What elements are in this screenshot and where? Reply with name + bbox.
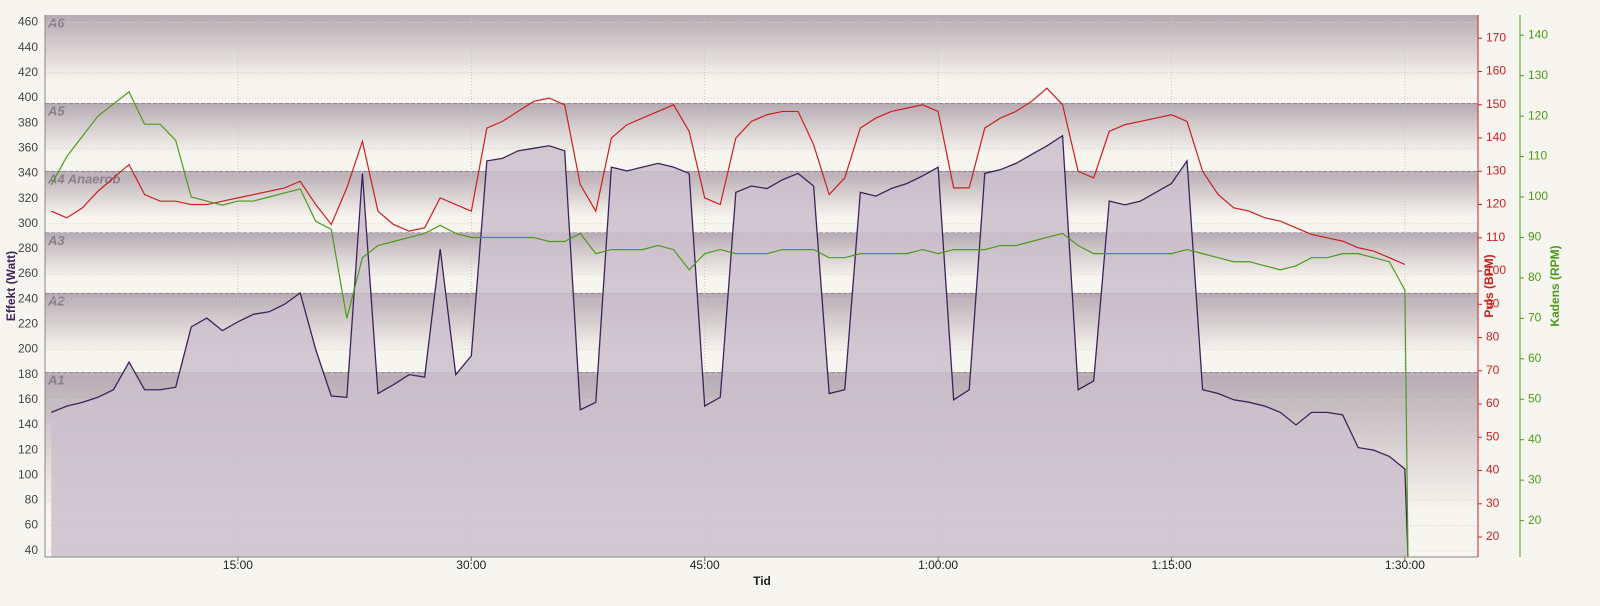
y2-tick-label: 70 bbox=[1486, 363, 1500, 377]
zone-label: A3 bbox=[47, 233, 65, 248]
y3-tick-label: 110 bbox=[1528, 149, 1547, 163]
y3-tick-label: 120 bbox=[1528, 108, 1548, 122]
y2-tick-label: 80 bbox=[1486, 330, 1500, 344]
y-tick-label: 380 bbox=[18, 115, 38, 129]
y-tick-label: 80 bbox=[25, 493, 39, 507]
y3-tick-label: 140 bbox=[1528, 27, 1548, 41]
y-tick-label: 60 bbox=[25, 518, 39, 532]
y-tick-label: 320 bbox=[18, 191, 38, 205]
y3-tick-label: 40 bbox=[1528, 432, 1542, 446]
y3-tick-label: 80 bbox=[1528, 270, 1542, 284]
y2-tick-label: 110 bbox=[1486, 230, 1505, 244]
zone-band bbox=[45, 15, 1478, 104]
marks bbox=[50, 87, 1409, 558]
axes: 40 60 80 100 120 140 160 180 200 220 240 260 280 300 3… bbox=[18, 15, 1548, 572]
y2-tick-label: 130 bbox=[1486, 163, 1506, 177]
cadence-line bbox=[50, 90, 1409, 558]
y-tick-label: 100 bbox=[18, 467, 38, 481]
y2-tick-label: 170 bbox=[1486, 30, 1506, 44]
zone-label: A1 bbox=[47, 373, 65, 388]
y2-tick-label: 150 bbox=[1486, 97, 1506, 111]
y3-tick-label: 60 bbox=[1528, 351, 1542, 365]
x-tick-label: 1:00:00 bbox=[918, 558, 958, 572]
y-tick-label: 220 bbox=[18, 317, 38, 331]
y2-tick-label: 60 bbox=[1486, 396, 1500, 410]
zone-band bbox=[45, 103, 1478, 171]
y-tick-label: 260 bbox=[18, 266, 38, 280]
x-tick-label: 45:00 bbox=[690, 558, 720, 572]
y-tick-label: 400 bbox=[18, 90, 38, 104]
zone-label: A4 Anaerob bbox=[47, 171, 121, 186]
y3-tick-label: 130 bbox=[1528, 68, 1548, 82]
y3-tick-label: 20 bbox=[1528, 513, 1542, 527]
y-tick-label: 140 bbox=[18, 417, 38, 431]
y-tick-label: 460 bbox=[18, 15, 38, 29]
x-tick-label: 30:00 bbox=[456, 558, 486, 572]
y2-tick-label: 90 bbox=[1486, 296, 1500, 310]
y-tick-label: 340 bbox=[18, 166, 38, 180]
y-tick-label: 200 bbox=[18, 342, 38, 356]
y2-tick-label: 100 bbox=[1486, 263, 1506, 277]
y-tick-label: 440 bbox=[18, 40, 38, 54]
y-tick-label: 280 bbox=[18, 241, 38, 255]
y2-tick-label: 20 bbox=[1486, 529, 1500, 543]
y-axis-label: Effekt (Watt) bbox=[4, 251, 18, 321]
y-tick-label: 360 bbox=[18, 140, 38, 154]
power-line bbox=[50, 134, 1409, 558]
zone-label: A6 bbox=[47, 15, 65, 30]
y-tick-label: 180 bbox=[18, 367, 38, 381]
x-tick-label: 1:30:00 bbox=[1385, 558, 1425, 572]
x-tick-label: 1:15:00 bbox=[1151, 558, 1191, 572]
y-tick-label: 120 bbox=[18, 442, 38, 456]
y2-tick-label: 140 bbox=[1486, 130, 1506, 144]
y-tick-label: 40 bbox=[25, 543, 39, 557]
y-tick-label: 160 bbox=[18, 392, 38, 406]
y3-tick-label: 30 bbox=[1528, 472, 1542, 486]
y3-axis-label: Kadens (RPM) bbox=[1548, 245, 1562, 326]
y2-tick-label: 50 bbox=[1486, 429, 1500, 443]
x-axis-label: Tid bbox=[753, 574, 771, 588]
y3-tick-label: 50 bbox=[1528, 391, 1542, 405]
y2-tick-label: 40 bbox=[1486, 463, 1500, 477]
heart-rate-line bbox=[50, 87, 1406, 265]
y-tick-label: 240 bbox=[18, 291, 38, 305]
y2-tick-label: 30 bbox=[1486, 496, 1500, 510]
y3-tick-label: 70 bbox=[1528, 311, 1542, 325]
y2-tick-label: 120 bbox=[1486, 197, 1506, 211]
y-tick-label: 420 bbox=[18, 65, 38, 79]
y2-tick-label: 160 bbox=[1486, 64, 1506, 78]
x-tick-label: 15:00 bbox=[223, 558, 253, 572]
y-tick-label: 300 bbox=[18, 216, 38, 230]
y3-tick-label: 90 bbox=[1528, 230, 1542, 244]
zone-label: A2 bbox=[47, 293, 65, 308]
y2-axis-label: Puls (BPM) bbox=[1482, 254, 1496, 317]
y3-tick-label: 100 bbox=[1528, 189, 1548, 203]
zone-label: A5 bbox=[47, 103, 65, 118]
